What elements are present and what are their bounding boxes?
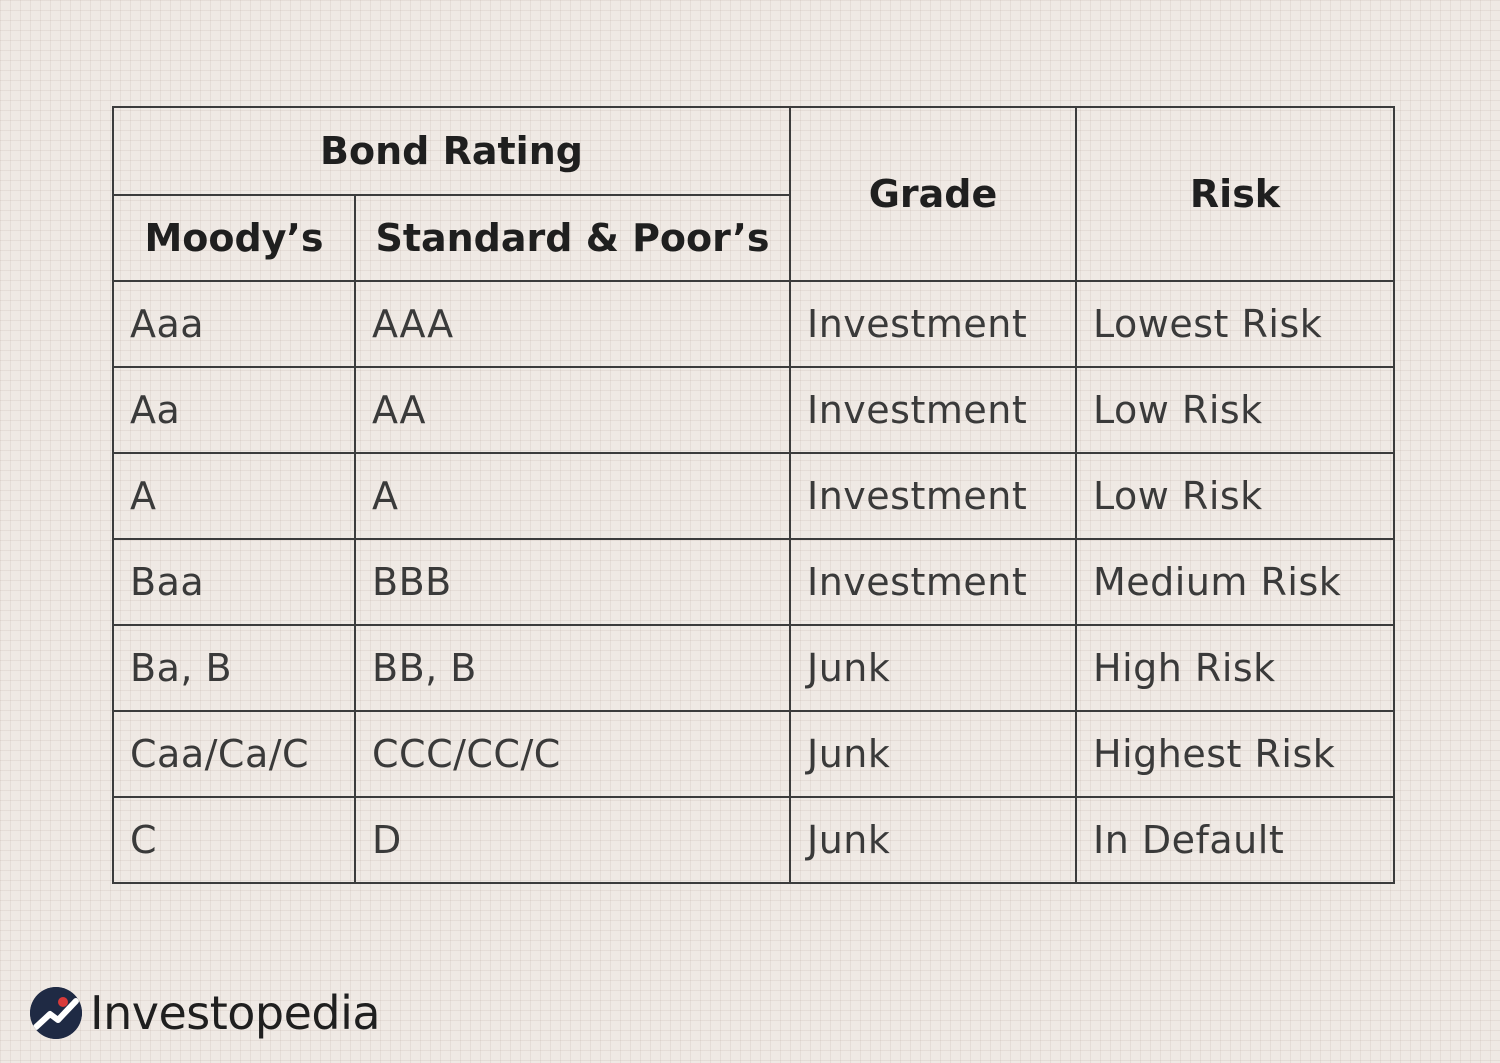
cell-sp: BBB — [354, 538, 791, 626]
table-row: C D Junk In Default — [112, 796, 1395, 884]
cell-grade: Investment — [789, 452, 1077, 540]
header-standard-poors: Standard & Poor’s — [354, 194, 791, 282]
logo-circle — [30, 987, 82, 1039]
table-row: Aaa AAA Investment Lowest Risk — [112, 280, 1395, 368]
table-row: Baa BBB Investment Medium Risk — [112, 538, 1395, 626]
cell-grade: Investment — [789, 366, 1077, 454]
table-row: Caa/Ca/C CCC/CC/C Junk Highest Risk — [112, 710, 1395, 798]
cell-moodys: C — [112, 796, 356, 884]
cell-moodys: Baa — [112, 538, 356, 626]
header-grade: Grade — [789, 106, 1077, 282]
cell-risk: Low Risk — [1075, 452, 1395, 540]
cell-moodys: Caa/Ca/C — [112, 710, 356, 798]
cell-grade: Investment — [789, 280, 1077, 368]
table-row: Ba, B BB, B Junk High Risk — [112, 624, 1395, 712]
investopedia-logo-icon — [30, 987, 82, 1039]
cell-sp: AAA — [354, 280, 791, 368]
cell-risk: Medium Risk — [1075, 538, 1395, 626]
cell-moodys: Aa — [112, 366, 356, 454]
cell-risk: High Risk — [1075, 624, 1395, 712]
cell-sp: AA — [354, 366, 791, 454]
cell-grade: Junk — [789, 624, 1077, 712]
cell-sp: A — [354, 452, 791, 540]
cell-moodys: A — [112, 452, 356, 540]
cell-risk: Highest Risk — [1075, 710, 1395, 798]
logo-dot — [58, 997, 68, 1007]
cell-sp: D — [354, 796, 791, 884]
cell-risk: In Default — [1075, 796, 1395, 884]
table-row: A A Investment Low Risk — [112, 452, 1395, 540]
cell-grade: Investment — [789, 538, 1077, 626]
cell-sp: BB, B — [354, 624, 791, 712]
cell-grade: Junk — [789, 710, 1077, 798]
cell-moodys: Ba, B — [112, 624, 356, 712]
cell-moodys: Aaa — [112, 280, 356, 368]
logo-wordmark: Investopedia — [90, 986, 381, 1040]
header-risk: Risk — [1075, 106, 1395, 282]
cell-risk: Low Risk — [1075, 366, 1395, 454]
table-row: Aa AA Investment Low Risk — [112, 366, 1395, 454]
header-moodys: Moody’s — [112, 194, 356, 282]
bond-rating-table: Bond Rating Grade Risk Moody’s Standard … — [112, 106, 1395, 884]
cell-risk: Lowest Risk — [1075, 280, 1395, 368]
cell-sp: CCC/CC/C — [354, 710, 791, 798]
header-bond-rating: Bond Rating — [112, 106, 791, 196]
investopedia-logo[interactable]: Investopedia — [30, 985, 381, 1041]
cell-grade: Junk — [789, 796, 1077, 884]
